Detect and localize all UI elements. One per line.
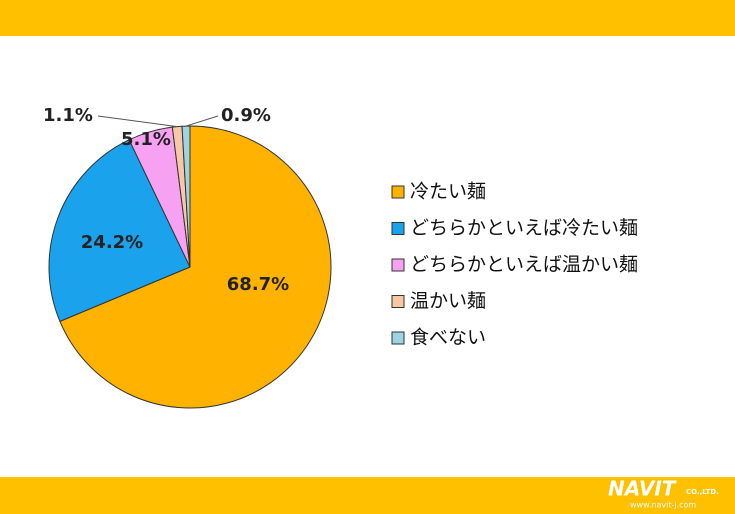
- legend-swatch: [391, 258, 405, 272]
- leader-line: [185, 115, 219, 127]
- legend-label: 冷たい麺: [410, 181, 486, 203]
- top-bar: [0, 0, 735, 36]
- data-label: 0.9%: [221, 105, 271, 126]
- url: www.navit-j.com: [630, 501, 696, 510]
- data-label: 1.1%: [43, 105, 93, 126]
- legend-swatch: [391, 295, 405, 308]
- legend-label: どちらかといえば冷たい麺: [410, 217, 638, 239]
- company: CO.,LTD.: [686, 488, 719, 496]
- data-label: 24.2%: [81, 232, 143, 253]
- leader-line: [97, 115, 178, 128]
- legend-label: 温かい麺: [410, 290, 486, 312]
- legend-label: どちらかといえば温かい麺: [410, 254, 638, 276]
- pie-slice: [59, 125, 332, 409]
- legend-swatch: [391, 331, 405, 345]
- data-label: 5.1%: [121, 129, 171, 150]
- data-label: 68.7%: [227, 274, 289, 295]
- pie-slice: [48, 139, 191, 323]
- bottom-bar: [0, 477, 735, 514]
- legend-label: 食べない: [410, 327, 486, 349]
- logo: NAVIT: [608, 477, 677, 501]
- legend-swatch: [391, 222, 405, 235]
- legend-swatch: [391, 185, 405, 199]
